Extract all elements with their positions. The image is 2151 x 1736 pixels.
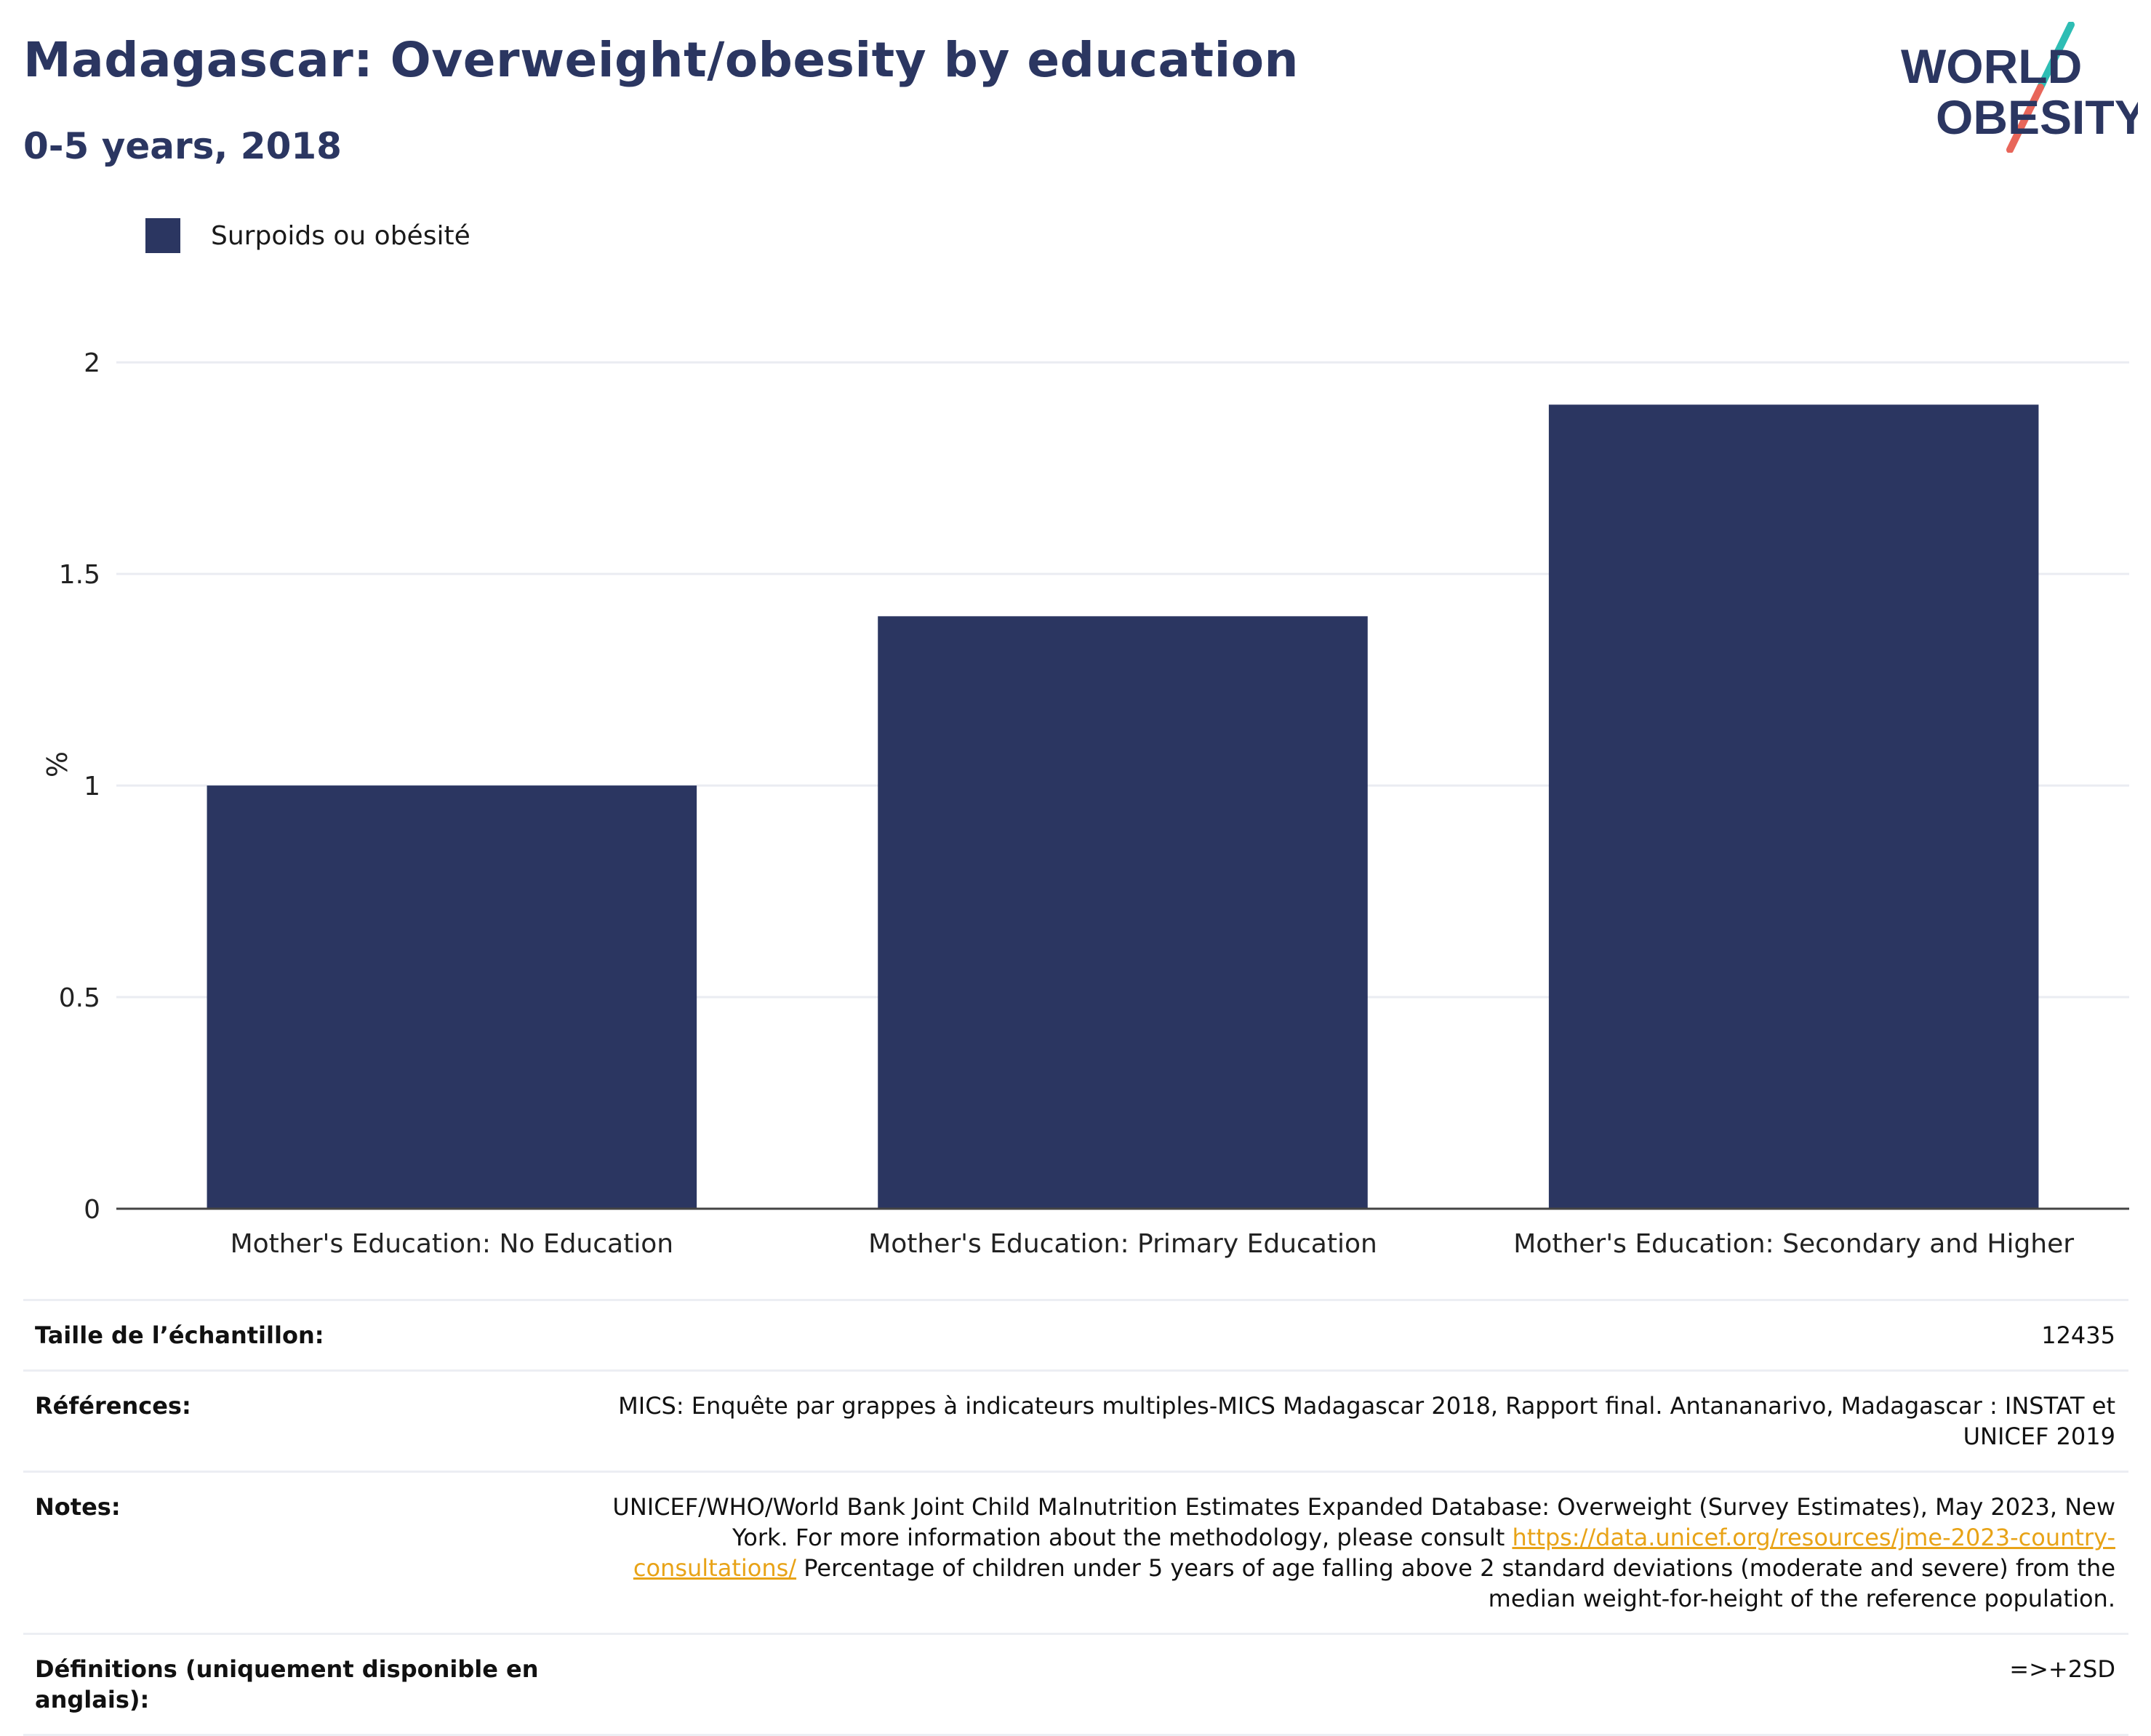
chart-legend: Surpoids ou obésité [145,218,470,253]
logo-line1: WORLD [1901,39,2082,93]
info-label: Taille de l’échantillon: [35,1321,324,1349]
legend-label[interactable]: Surpoids ou obésité [211,220,470,251]
info-label: Définitions (uniquement disponible en an… [35,1655,539,1713]
chart-title: Madagascar: Overweight/obesity by educat… [23,32,1299,88]
x-tick-label: Mother's Education: Primary Education [868,1229,1377,1259]
bar-chart: 0 0.5 1 1.5 2 Mother's Education: No Educati… [40,348,2129,1259]
x-tick-label: Mother's Education: No Education [231,1229,674,1259]
bar[interactable] [878,616,1368,1209]
info-row-definitions: Définitions (uniquement disponible en an… [23,1635,2128,1736]
notes-link[interactable]: https://data.unicef.org/resources/jme-20… [633,1524,2115,1582]
info-value: UNICEF/WHO/World Bank Joint Child Malnut… [603,1492,2115,1614]
world-obesity-logo: WORLD OBESITY [1901,22,2138,153]
bar[interactable] [207,785,697,1209]
y-axis-label: % [40,751,72,777]
info-row-sample-size: Taille de l’échantillon: 12435 [23,1301,2128,1372]
x-axis-ticks: Mother's Education: No Education Mother's… [231,1229,2075,1259]
bar[interactable] [1548,404,2039,1209]
y-axis-ticks: 0 0.5 1 1.5 2 [59,348,100,1225]
legend-swatch[interactable] [145,218,180,253]
notes-text-pre: UNICEF/WHO/World Bank Joint Child Malnut… [612,1493,2115,1551]
bars [207,404,2039,1209]
y-tick-label: 2 [84,348,100,378]
x-tick-label: Mother's Education: Secondary and Higher [1513,1229,2074,1259]
logo-line2: OBESITY [1936,90,2138,144]
info-row-notes: Notes: UNICEF/WHO/World Bank Joint Child… [23,1473,2128,1635]
info-value: 12435 [2041,1321,2115,1349]
info-label: Références: [35,1392,191,1420]
y-tick-label: 1.5 [59,560,100,590]
y-tick-label: 0 [84,1195,100,1225]
info-label: Notes: [35,1493,121,1521]
info-value: MICS: Enquête par grappes à indicateurs … [618,1392,2115,1450]
info-table: Taille de l’échantillon: 12435 Référence… [23,1299,2128,1736]
y-tick-label: 1 [84,772,100,801]
notes-text-post: Percentage of children under 5 years of … [796,1554,2115,1612]
y-tick-label: 0.5 [59,983,100,1013]
info-value: =>+2SD [2009,1655,2115,1683]
info-row-references: Références: MICS: Enquête par grappes à … [23,1372,2128,1473]
chart-subtitle: 0-5 years, 2018 [23,125,342,167]
